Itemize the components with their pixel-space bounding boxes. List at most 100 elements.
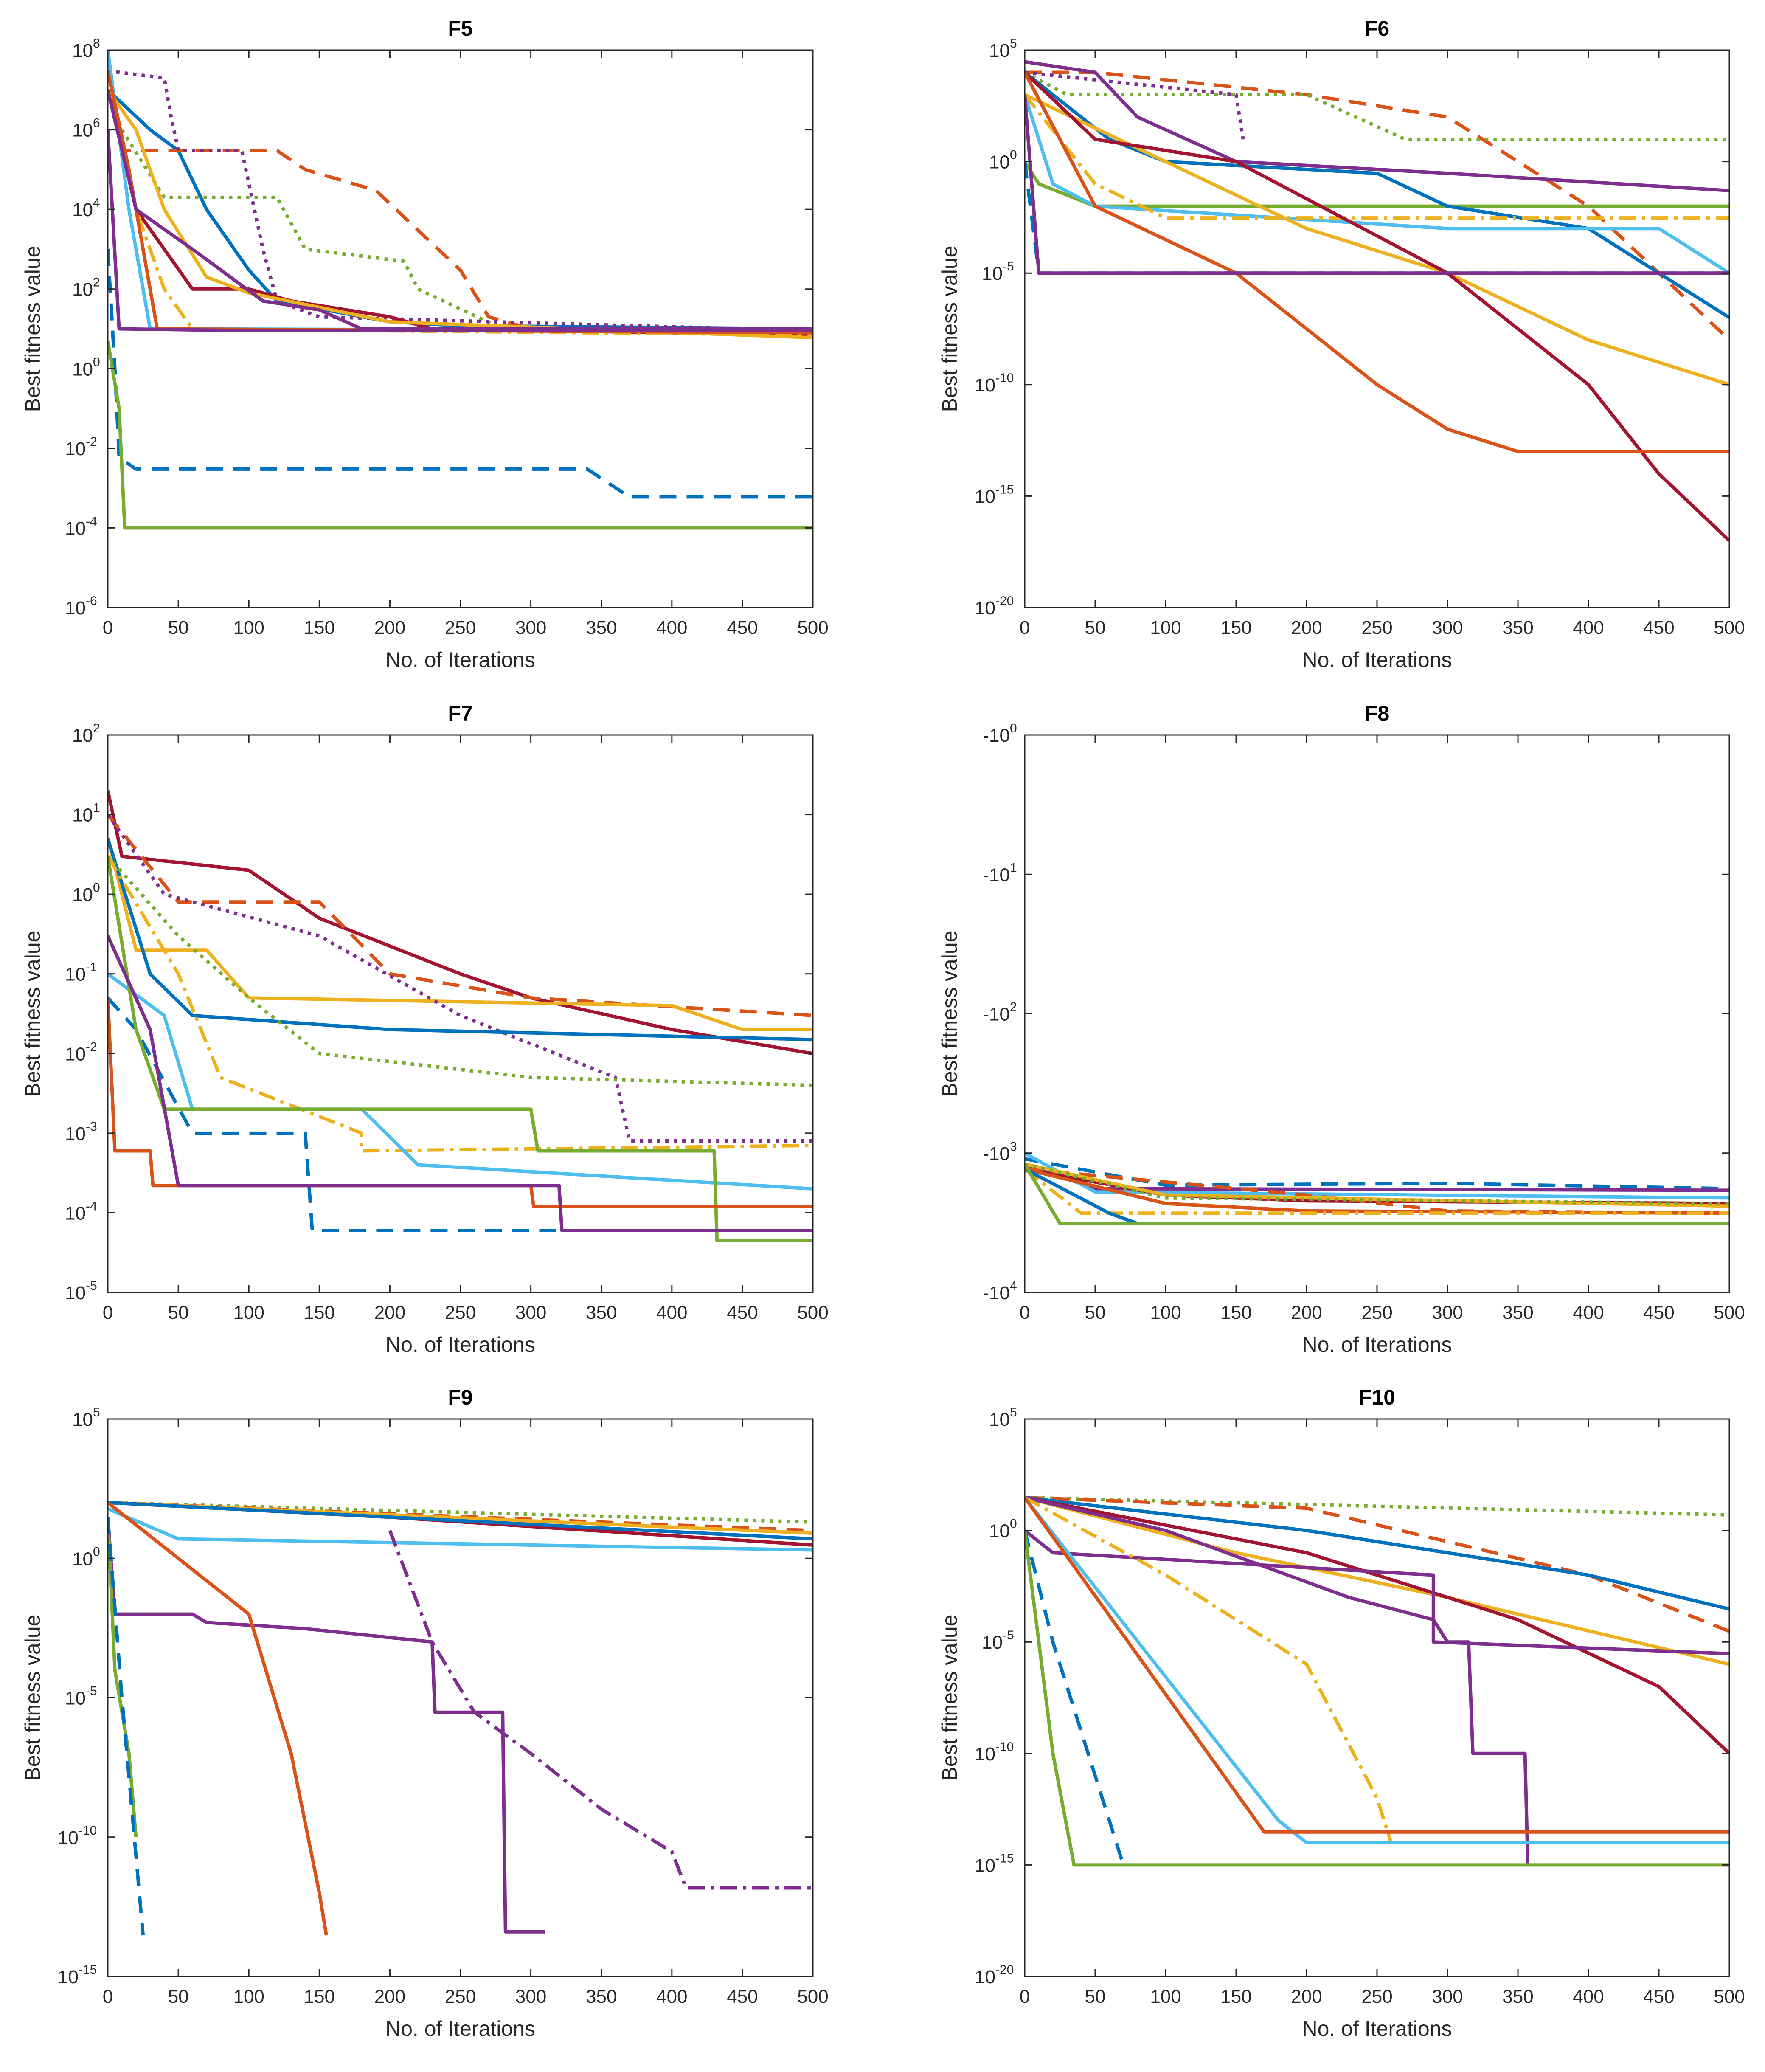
x-tick-label: 100 (1150, 1986, 1181, 2007)
y-tick-base: 10 (989, 152, 1010, 173)
y-tick-exponent: -2 (86, 435, 97, 449)
y-tick-label: 10 (989, 40, 1010, 61)
series-line-5 (108, 855, 813, 1087)
y-tick-base: 10 (65, 1203, 86, 1224)
y-tick-exponent: 8 (93, 37, 100, 51)
chart-title: F10 (1359, 1385, 1395, 1409)
x-axis-label: No. of Iterations (1302, 2017, 1452, 2041)
x-axis-label: No. of Iterations (385, 648, 535, 672)
y-tick-base: 10 (65, 1283, 86, 1303)
y-tick-exponent: 4 (1010, 1279, 1017, 1293)
y-tick-base: 10 (65, 1688, 86, 1709)
series-line-8 (108, 70, 813, 335)
x-tick-label: 450 (727, 1986, 758, 2007)
x-tick-label: 400 (1573, 617, 1604, 638)
y-tick-label: 10 (72, 1409, 93, 1430)
chart-title: F9 (448, 1385, 472, 1409)
y-tick-label: -10 (983, 864, 1010, 885)
y-tick-label: 10 (65, 1123, 86, 1144)
x-tick-label: 450 (1643, 1302, 1674, 1323)
y-tick-label: -10 (983, 1283, 1010, 1303)
y-tick-base: 10 (72, 40, 93, 61)
y-tick-exponent: 6 (93, 116, 100, 130)
x-tick-label: 300 (515, 1302, 546, 1323)
x-axis-label: No. of Iterations (385, 2017, 535, 2041)
series-line-11 (108, 249, 813, 499)
series-line-9 (1025, 1496, 1729, 1834)
y-tick-base: -10 (983, 1143, 1010, 1164)
series-line-1 (1025, 1496, 1729, 1633)
x-tick-label: 250 (445, 1986, 476, 2007)
series-line-3 (1025, 60, 1729, 192)
x-tick-label: 450 (1643, 1986, 1674, 2007)
y-tick-exponent: 5 (93, 1405, 100, 1419)
y-tick-exponent: -5 (86, 1279, 97, 1293)
series-line-5 (1025, 1529, 1729, 1655)
y-tick-label: 10 (72, 805, 93, 826)
x-tick-label: 350 (1502, 1986, 1533, 2007)
series-line-10 (108, 1517, 145, 1936)
series-line-4 (108, 70, 813, 337)
y-tick-label: 10 (989, 1409, 1010, 1430)
x-tick-label: 50 (168, 1302, 189, 1323)
x-tick-label: 200 (374, 1302, 405, 1323)
series-line-3 (108, 814, 813, 1143)
series-line-0 (108, 1501, 813, 1524)
series-line-6 (108, 855, 813, 1153)
y-tick-label: 10 (975, 486, 995, 507)
y-tick-exponent: 2 (93, 276, 100, 290)
y-tick-exponent: 0 (1010, 721, 1017, 735)
series-group (1025, 60, 1729, 542)
y-tick-base: 10 (975, 598, 995, 619)
y-tick-base: 10 (989, 1409, 1010, 1430)
y-tick-label: 10 (65, 518, 86, 539)
y-tick-exponent: -20 (995, 1963, 1014, 1977)
series-line-10 (1025, 71, 1729, 453)
chart-f7: 0 50 100 150 200 250 300 350 400 450 50010-510-410… (21, 701, 829, 1357)
y-tick-base: 10 (72, 1409, 93, 1430)
x-tick-label: 350 (586, 1986, 617, 2007)
y-tick-base: -10 (983, 1004, 1010, 1025)
x-tick-label: 200 (1291, 1302, 1322, 1323)
series-line-4 (108, 1501, 813, 1541)
y-tick-exponent: -2 (86, 1040, 97, 1054)
x-tick-label: 250 (445, 617, 476, 638)
y-tick-base: 10 (72, 725, 93, 746)
series-line-0 (108, 790, 813, 1056)
chart-f5: 0 50 100 150 200 250 300 350 400 450 50010-610-410… (21, 17, 829, 672)
x-tick-label: 300 (1432, 1986, 1463, 2007)
y-tick-label: 10 (72, 359, 93, 380)
y-tick-label: 10 (72, 884, 93, 905)
x-tick-label: 200 (374, 1986, 405, 2007)
x-tick-label: 150 (1220, 1302, 1251, 1323)
x-tick-label: 150 (1220, 1986, 1251, 2007)
x-tick-label: 400 (1573, 1302, 1604, 1323)
y-tick-label: -10 (983, 725, 1010, 746)
x-tick-label: 400 (656, 1986, 687, 2007)
series-line-7 (1025, 93, 1729, 220)
y-tick-base: 10 (72, 1548, 93, 1569)
series-line-10 (108, 998, 813, 1208)
y-tick-exponent: 0 (1010, 1517, 1017, 1531)
y-tick-base: 10 (65, 964, 86, 985)
chart-title: F7 (448, 701, 472, 725)
series-line-7 (388, 1530, 813, 1890)
x-tick-label: 300 (515, 617, 546, 638)
y-tick-label: 10 (72, 120, 93, 141)
y-tick-label: 10 (989, 152, 1010, 173)
y-tick-exponent: -5 (1003, 259, 1014, 273)
series-group (108, 1501, 813, 1936)
y-tick-label: 10 (982, 1632, 1003, 1653)
y-tick-base: 10 (65, 439, 86, 459)
series-line-5 (108, 1507, 813, 1552)
y-tick-base: 10 (72, 279, 93, 300)
x-tick-label: 500 (1714, 1986, 1745, 2007)
y-tick-label: 10 (975, 1855, 995, 1876)
axes-box (1024, 1418, 1730, 1977)
x-tick-label: 50 (1085, 1302, 1106, 1323)
y-tick-label: 10 (58, 1967, 79, 1988)
series-line-9 (1025, 71, 1729, 542)
series-line-4 (108, 838, 813, 1042)
